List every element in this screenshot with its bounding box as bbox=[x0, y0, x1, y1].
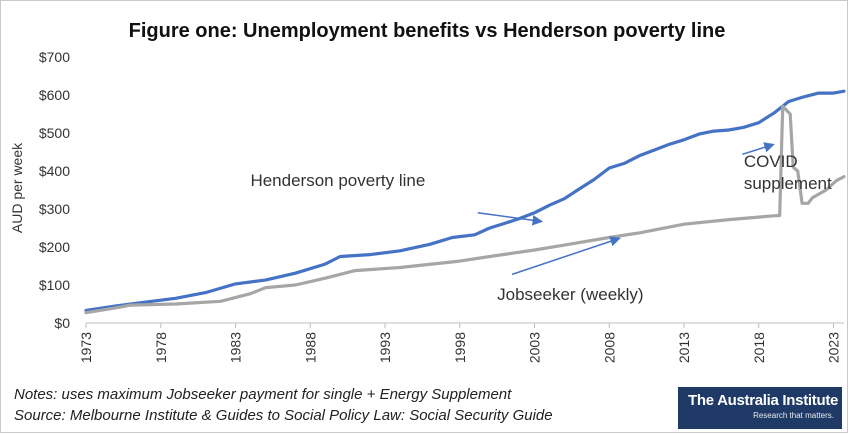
x-tick-label: 1993 bbox=[377, 332, 393, 363]
annotation-arrow bbox=[742, 142, 775, 155]
logo-tagline: Research that matters. bbox=[753, 411, 834, 420]
annotation-label: Henderson poverty line bbox=[250, 171, 425, 190]
x-tick-label: 2018 bbox=[751, 332, 767, 363]
notes-line: Notes: uses maximum Jobseeker payment fo… bbox=[14, 386, 512, 403]
y-tick-label: $100 bbox=[39, 277, 70, 293]
y-tick-label: $400 bbox=[39, 163, 70, 179]
annotation-label: Jobseeker (weekly) bbox=[497, 285, 643, 304]
y-axis-title: AUD per week bbox=[9, 142, 25, 233]
series-line-jobseeker bbox=[84, 104, 846, 315]
y-tick-label: $600 bbox=[39, 87, 70, 103]
annotation-label: COVID bbox=[744, 152, 798, 171]
publisher-logo: The Australia Institute Research that ma… bbox=[678, 387, 842, 429]
y-tick-label: $700 bbox=[39, 49, 70, 65]
source-line: Source: Melbourne Institute & Guides to … bbox=[14, 407, 553, 424]
x-tick-label: 1998 bbox=[452, 332, 468, 363]
y-tick-label: $200 bbox=[39, 239, 70, 255]
x-tick-label: 2008 bbox=[601, 332, 617, 363]
x-tick-label: 1983 bbox=[228, 332, 244, 363]
x-tick-label: 1973 bbox=[78, 332, 94, 363]
x-tick-label: 1978 bbox=[153, 332, 169, 363]
chart-notes: Notes: uses maximum Jobseeker payment fo… bbox=[14, 384, 553, 426]
chart: Figure one: Unemployment benefits vs Hen… bbox=[9, 20, 846, 363]
x-tick-label: 2003 bbox=[527, 332, 543, 363]
logo-name: The Australia Institute bbox=[688, 392, 839, 409]
y-tick-label: $500 bbox=[39, 125, 70, 141]
x-tick-label: 1988 bbox=[302, 332, 318, 363]
annotation-arrow bbox=[511, 236, 621, 276]
y-tick-label: $300 bbox=[39, 201, 70, 217]
x-tick-label: 2023 bbox=[826, 332, 842, 363]
series-line-henderson bbox=[84, 89, 846, 313]
y-tick-label: $0 bbox=[54, 315, 70, 331]
annotation-label: supplement bbox=[744, 174, 832, 193]
chart-title: Figure one: Unemployment benefits vs Hen… bbox=[129, 20, 726, 42]
annotation-arrow bbox=[477, 212, 544, 226]
x-tick-label: 2013 bbox=[676, 332, 692, 363]
